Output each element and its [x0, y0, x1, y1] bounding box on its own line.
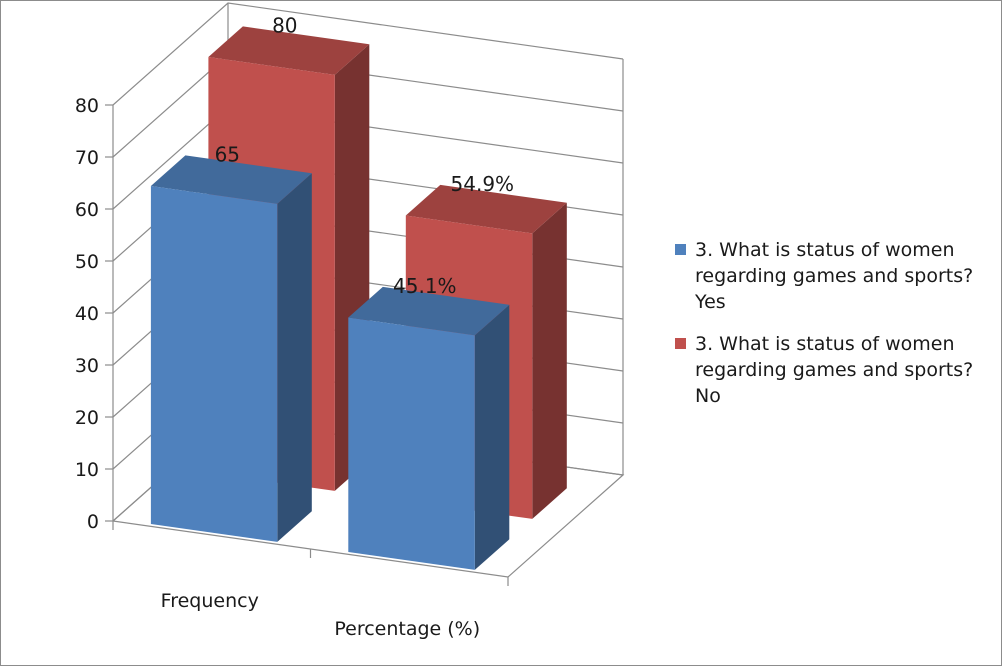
y-tick-label: 60 — [75, 199, 99, 221]
chart-bars — [150, 26, 567, 570]
chart-data-labels: 80 54.9% 65 45.1% — [215, 14, 515, 298]
y-tick-label: 50 — [75, 251, 99, 273]
bar-yes-percentage — [348, 286, 510, 570]
y-tick-label: 80 — [75, 95, 99, 117]
legend-swatch-yes — [675, 244, 686, 255]
legend-item-yes: 3. What is status of women regarding gam… — [671, 237, 993, 315]
y-tick-label: 40 — [75, 303, 99, 325]
bar-top — [405, 184, 567, 234]
x-category-label: Percentage (%) — [334, 618, 480, 640]
bar-side — [277, 173, 312, 542]
bar-top — [348, 286, 510, 336]
bar-front — [348, 317, 475, 570]
data-label: 45.1% — [393, 274, 457, 298]
legend-label-yes: 3. What is status of women regarding gam… — [695, 239, 974, 313]
bar-front — [150, 186, 278, 542]
x-category-label: Frequency — [161, 590, 259, 612]
y-axis-tick-labels: 0 10 20 30 40 50 60 70 80 — [75, 95, 113, 533]
data-label: 65 — [215, 143, 240, 167]
y-tick-label: 20 — [75, 407, 99, 429]
bar-side — [474, 304, 510, 570]
legend-swatch-no — [675, 338, 686, 349]
x-axis-tick-labels: Frequency Percentage (%) — [112, 521, 509, 640]
y-tick-label: 0 — [87, 511, 99, 533]
data-label: 80 — [272, 14, 297, 38]
bar-yes-frequency — [150, 155, 312, 542]
bar-side — [532, 202, 567, 519]
y-tick-label: 30 — [75, 355, 99, 377]
y-tick-label: 10 — [75, 459, 99, 481]
bar-top — [150, 155, 312, 204]
bar-top — [208, 26, 370, 75]
y-tick-label: 70 — [75, 147, 99, 169]
legend-item-no: 3. What is status of women regarding gam… — [671, 331, 993, 409]
data-label: 54.9% — [451, 172, 515, 196]
chart-legend: 3. What is status of women regarding gam… — [671, 237, 993, 425]
legend-label-no: 3. What is status of women regarding gam… — [695, 333, 974, 407]
